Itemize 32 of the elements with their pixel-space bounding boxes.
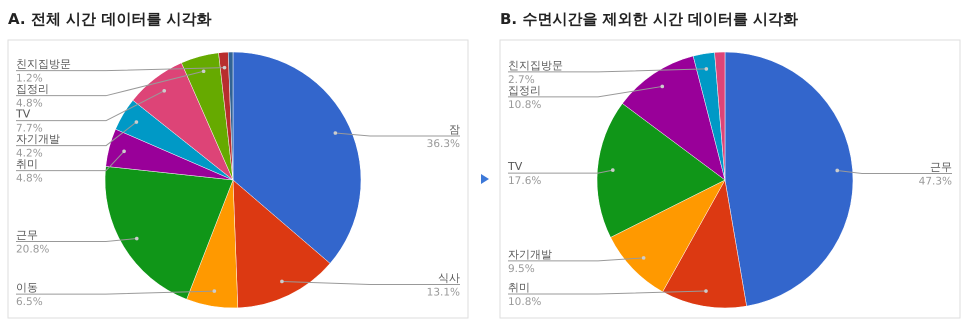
data-label: 47.3%	[918, 175, 952, 188]
data-label: 13.1%	[426, 286, 460, 298]
data-label: 4.8%	[16, 172, 43, 185]
chart-title: B. 수면시간을 제외한 시간 데이터를 시각화	[500, 10, 798, 28]
slice-label: TV	[507, 160, 523, 174]
data-label: 2.7%	[508, 74, 535, 86]
data-label: 1.2%	[16, 72, 43, 85]
slice-label: 근무	[930, 160, 952, 174]
slice-label: 잠	[449, 123, 460, 136]
data-label: 6.5%	[16, 296, 43, 308]
data-label: 9.5%	[508, 262, 535, 275]
slice-label: 친지집방문	[16, 58, 71, 71]
data-label: 7.7%	[16, 122, 43, 135]
data-label: 4.2%	[16, 148, 43, 160]
slice-label: 이동	[16, 281, 38, 294]
slice-label: 취미	[508, 281, 530, 294]
data-label: 10.8%	[508, 98, 542, 111]
data-label: 20.8%	[16, 244, 50, 256]
slice-label: 친지집방문	[508, 58, 563, 72]
data-label: 4.8%	[16, 98, 43, 110]
data-label: 10.8%	[508, 296, 542, 308]
chart-title: A. 전체 시간 데이터를 시각화	[8, 10, 212, 28]
slice-label: 식사	[438, 271, 460, 284]
slice-label: 취미	[16, 158, 38, 171]
data-label: 36.3%	[426, 138, 460, 150]
data-label: 17.6%	[508, 175, 542, 188]
slice-label: 자기개발	[16, 132, 60, 146]
slice-label: 집정리	[16, 82, 49, 96]
slice-label: 자기개발	[508, 248, 552, 261]
slice-label: 집정리	[508, 84, 541, 97]
slice-label: TV	[15, 108, 31, 121]
slice-label: 근무	[16, 228, 38, 242]
